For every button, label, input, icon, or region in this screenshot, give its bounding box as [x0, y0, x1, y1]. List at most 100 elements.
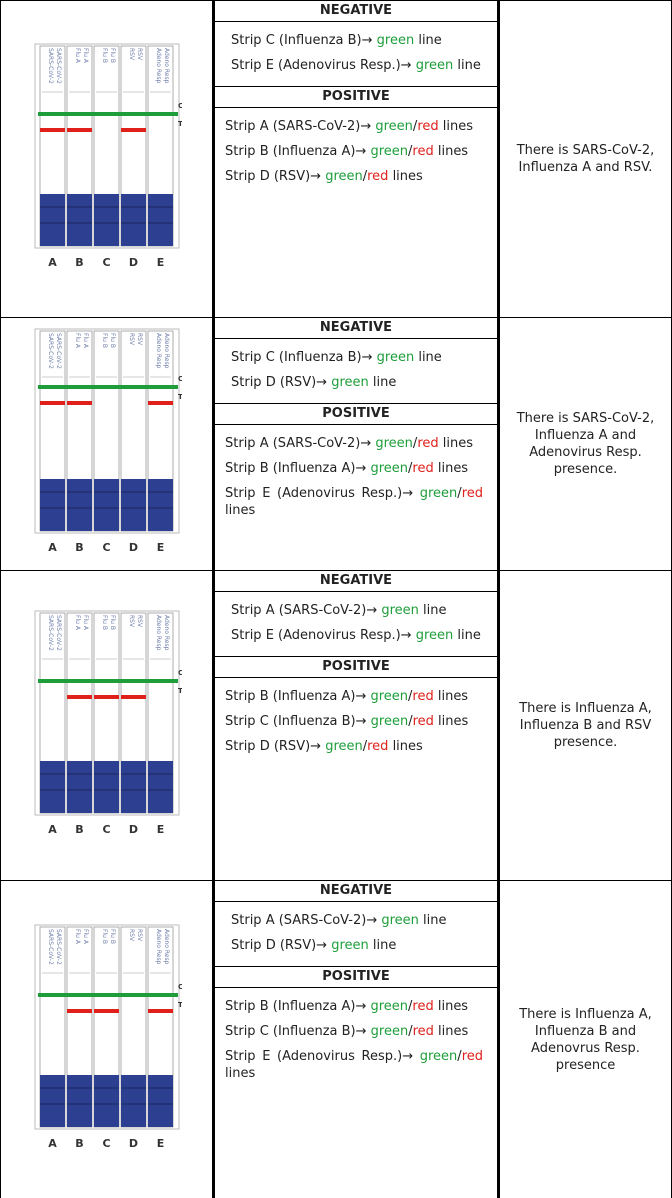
strip-label: Adeno Resp	[155, 929, 162, 965]
text-segment: green	[376, 33, 415, 48]
positive-header: POSITIVE	[215, 86, 497, 108]
text-segment: red	[412, 1024, 434, 1039]
blue-pad	[120, 1074, 146, 1127]
test-mark: T	[178, 393, 182, 401]
text-segment: green	[331, 938, 369, 953]
text-segment: Strip D (RSV)→	[231, 938, 332, 953]
strip-letter: E	[156, 1137, 164, 1150]
text-segment: /	[408, 714, 413, 729]
text-segment: green	[370, 999, 409, 1014]
strip-letter: C	[102, 541, 110, 554]
result-line: Strip B (Influenza A)→ green/red lines	[225, 688, 483, 705]
strip-label: Flu A	[82, 929, 89, 945]
text-segment: Strip B (Influenza A)→	[225, 461, 371, 476]
strip-letter: C	[102, 1137, 110, 1150]
control-mark: C	[178, 983, 182, 991]
result-line: Strip C (Influenza B)→ green/red lines	[225, 713, 483, 730]
strip-label: SARS-CoV-2	[47, 615, 54, 651]
blue-pad	[66, 760, 92, 813]
text-segment: line	[418, 603, 447, 618]
strip-label: RSV	[136, 929, 143, 942]
text-segment: lines	[388, 739, 423, 754]
control-line	[37, 385, 178, 389]
result-cell: NEGATIVE Strip C (Influenza B)→ green lin…	[212, 0, 500, 318]
test-line	[120, 128, 146, 132]
strip-letter: D	[128, 1137, 137, 1150]
text-segment: Strip C (Influenza B)→	[225, 1024, 371, 1039]
strip-letter: B	[75, 823, 83, 836]
test-mark: T	[178, 1001, 182, 1009]
negative-header: NEGATIVE	[215, 318, 497, 339]
text-segment: lines	[433, 1024, 469, 1039]
strip-letter: A	[48, 256, 57, 269]
control-line	[37, 112, 178, 116]
strip-label: Adeno Resp	[163, 615, 170, 651]
text-segment: green	[415, 58, 454, 73]
strip-label: RSV	[128, 615, 135, 628]
text-segment: green	[325, 169, 363, 184]
text-segment: Strip C (Influenza B)→	[231, 350, 377, 365]
result-line: Strip E (Adenovirus Resp.)→ green/red li…	[225, 1048, 483, 1082]
text-segment: Strip D (RSV)→	[225, 739, 326, 754]
strip-test-image: SARS-CoV-2 SARS-CoV-2 A Flu A Flu A B Flu B Flu…	[34, 328, 183, 554]
positive-block: Strip A (SARS-CoV-2)→ green/red lines Str…	[215, 425, 497, 531]
test-mark: T	[178, 687, 182, 695]
negative-block: Strip C (Influenza B)→ green line Strip D…	[215, 339, 497, 403]
blue-pad	[93, 194, 119, 246]
strip-label: Adeno Resp	[155, 615, 162, 651]
result-line: Strip A (SARS-CoV-2)→ green/red lines	[225, 118, 483, 135]
result-line: Strip B (Influenza A)→ green/red lines	[225, 143, 483, 160]
positive-block: Strip B (Influenza A)→ green/red lines St…	[215, 678, 497, 767]
text-segment: Strip C (Influenza B)→	[231, 33, 377, 48]
text-segment: Strip D (RSV)→	[225, 169, 326, 184]
text-segment: /	[457, 1049, 462, 1064]
strip-label: Flu A	[74, 615, 81, 631]
result-line: Strip C (Influenza B)→ green line	[231, 349, 483, 366]
blue-pad	[147, 1074, 173, 1127]
result-line: Strip E (Adenovirus Resp.)→ green/red li…	[225, 485, 483, 519]
result-line: Strip C (Influenza B)→ green/red lines	[225, 1023, 483, 1040]
strip-letter: C	[102, 256, 110, 269]
positive-block: Strip B (Influenza A)→ green/red lines St…	[215, 988, 497, 1094]
positive-header: POSITIVE	[215, 966, 497, 988]
table-row: SARS-CoV-2 SARS-CoV-2 A Flu A Flu A B Flu B Flu…	[0, 317, 672, 571]
text-segment: red	[412, 461, 434, 476]
text-segment: Strip A (SARS-CoV-2)→	[225, 436, 376, 451]
text-segment: green	[375, 119, 413, 134]
strip-letter: B	[75, 256, 83, 269]
test-line	[93, 1008, 119, 1013]
text-segment: green	[419, 1049, 458, 1064]
strip-label: RSV	[136, 48, 143, 61]
strip-label: RSV	[136, 333, 143, 346]
strip-letter: C	[102, 823, 110, 836]
strip-label: Flu A	[82, 48, 89, 64]
strip-letter: D	[128, 823, 137, 836]
result-line: Strip B (Influenza A)→ green/red lines	[225, 460, 483, 477]
blue-pad	[93, 760, 119, 813]
strip-letter: D	[128, 256, 137, 269]
test-line	[120, 694, 146, 699]
text-segment: green	[381, 913, 419, 928]
image-cell: SARS-CoV-2 SARS-CoV-2 A Flu A Flu A B Flu B Flu…	[0, 880, 214, 1198]
strip-label: SARS-CoV-2	[55, 615, 62, 651]
text-segment: line	[414, 33, 442, 48]
strip-label: SARS-CoV-2	[47, 333, 54, 369]
strip-letter: A	[48, 1137, 57, 1150]
result-line: Strip D (RSV)→ green line	[231, 937, 483, 954]
control-mark: C	[178, 669, 182, 677]
strip-label: Flu A	[74, 48, 81, 64]
text-segment: /	[408, 689, 413, 704]
image-cell: SARS-CoV-2 SARS-CoV-2 A Flu A Flu A B Flu B Flu…	[0, 0, 214, 318]
text-segment: red	[461, 1049, 483, 1064]
text-segment: red	[461, 486, 483, 501]
strip-label: Flu A	[74, 929, 81, 945]
strip-label: SARS-CoV-2	[55, 333, 62, 369]
strip-label: Flu B	[101, 929, 108, 944]
text-segment: Strip E (Adenovirus Resp.)→	[231, 58, 416, 73]
text-segment: line	[418, 913, 447, 928]
result-line: Strip A (SARS-CoV-2)→ green line	[231, 912, 483, 929]
text-segment: lines	[433, 144, 469, 159]
image-cell: SARS-CoV-2 SARS-CoV-2 A Flu A Flu A B Flu B Flu…	[0, 317, 214, 571]
result-line: Strip D (RSV)→ green/red lines	[225, 738, 483, 755]
control-line	[37, 992, 178, 997]
